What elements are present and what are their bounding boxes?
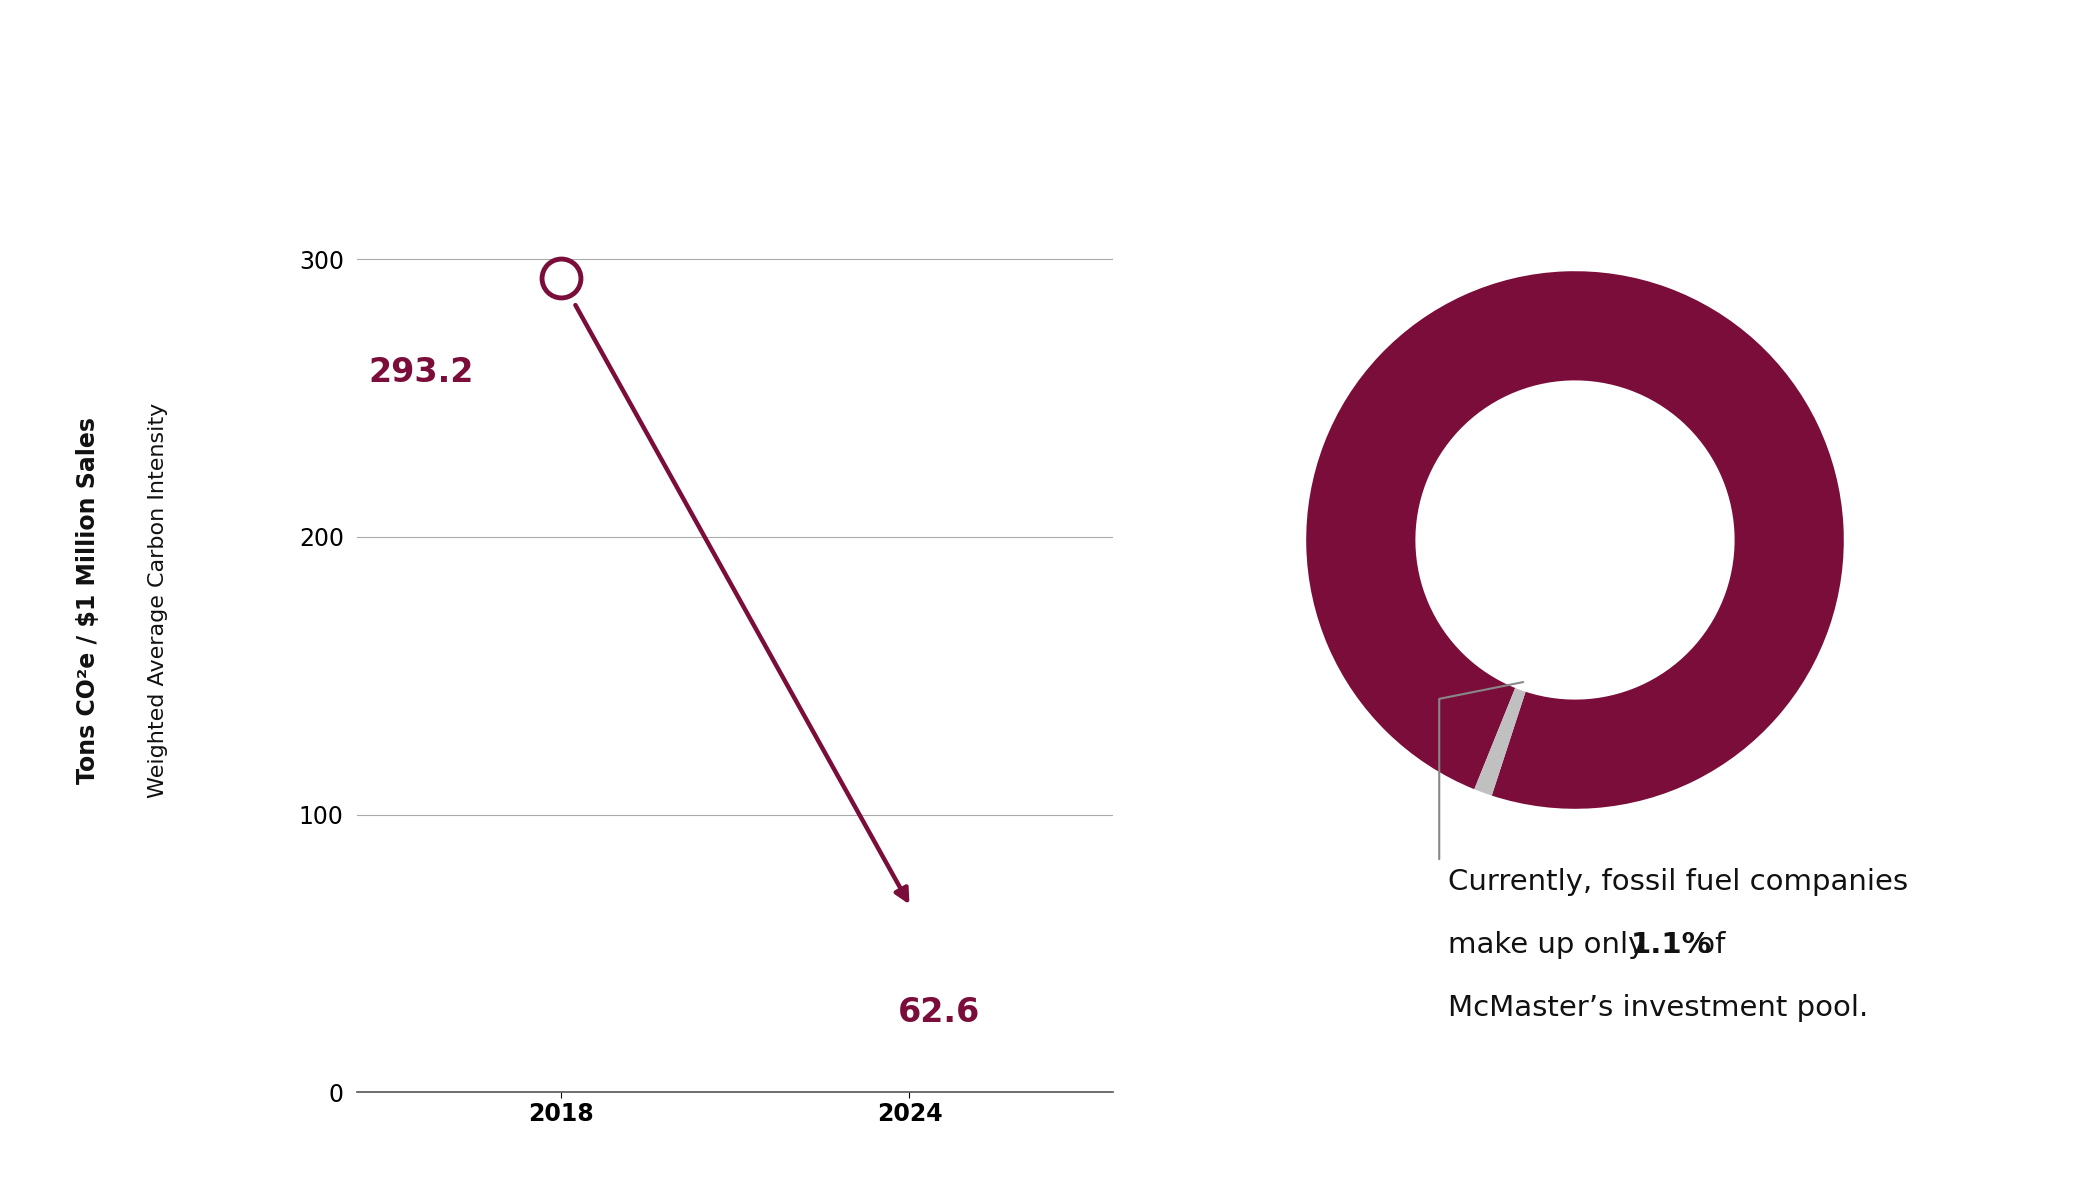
Text: The carbon intensity of McMaster’s portfolio over time: The carbon intensity of McMaster’s portf… bbox=[691, 120, 1409, 145]
Text: Tons CO²e / $1 Million Sales: Tons CO²e / $1 Million Sales bbox=[76, 416, 101, 784]
Wedge shape bbox=[1474, 688, 1525, 796]
Text: 293.2: 293.2 bbox=[368, 356, 472, 389]
Text: of: of bbox=[1688, 931, 1724, 959]
Text: make up only: make up only bbox=[1447, 931, 1655, 959]
Text: Carbon Measurement (Investment Pool): Carbon Measurement (Investment Pool) bbox=[580, 38, 1520, 80]
Text: Currently, fossil fuel companies: Currently, fossil fuel companies bbox=[1447, 868, 1907, 895]
Wedge shape bbox=[1306, 271, 1844, 809]
Text: 62.6: 62.6 bbox=[897, 996, 981, 1028]
Text: Weighted Average Carbon Intensity: Weighted Average Carbon Intensity bbox=[147, 402, 168, 798]
Text: 1.1%: 1.1% bbox=[1632, 931, 1712, 959]
Text: McMaster’s investment pool.: McMaster’s investment pool. bbox=[1447, 994, 1867, 1021]
